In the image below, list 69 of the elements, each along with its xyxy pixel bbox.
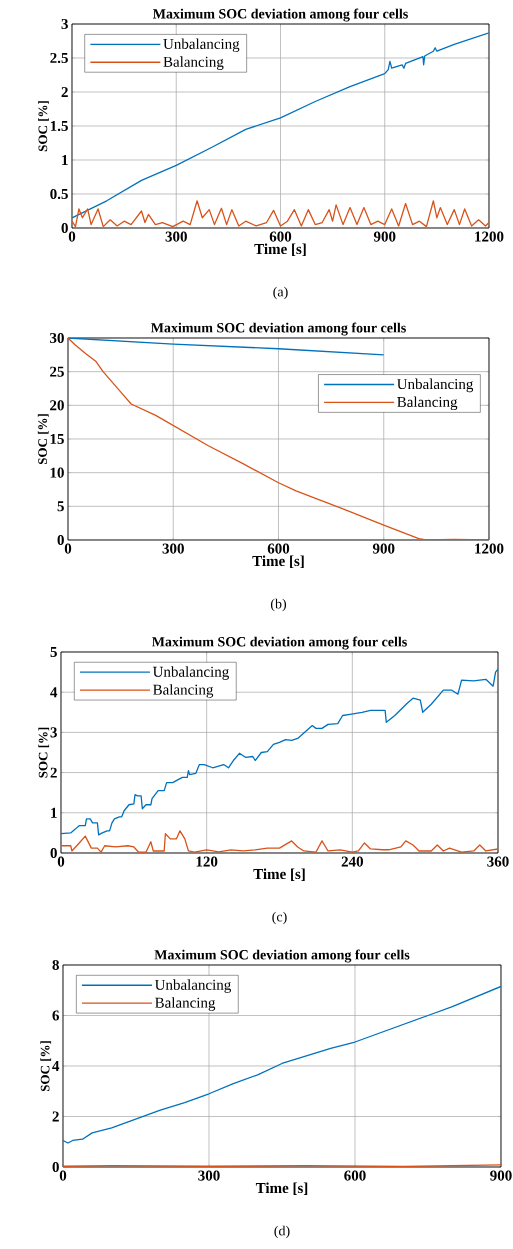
x-tick-label: 600 [344, 1170, 366, 1181]
y-tick-label: 0 [50, 847, 57, 859]
y-tick-label: 4 [52, 1061, 60, 1071]
x-tick-label: 0 [68, 231, 76, 242]
y-tick-label: 25 [50, 366, 64, 377]
chart-title: Maximum SOC deviation among four cells [152, 8, 408, 22]
text: (a) [273, 286, 288, 300]
text: (c) [272, 911, 287, 925]
y-tick-label: 1 [62, 155, 68, 165]
legend-label: Balancing [163, 56, 224, 70]
y-axis-title: SOC [%] [40, 1041, 52, 1092]
x-axis-title: Time [s] [252, 555, 304, 568]
y-tick-label: 3 [50, 727, 57, 738]
y-tick-label: 2 [61, 87, 68, 97]
line-series [72, 200, 489, 228]
x-tick-label: 600 [269, 231, 292, 242]
x-tick-label: 900 [372, 543, 395, 554]
y-tick-label: 5 [50, 647, 57, 657]
x-tick-label: 300 [165, 231, 187, 242]
legend-label: Balancing [397, 396, 458, 411]
y-tick-label: 2 [50, 767, 57, 778]
y-tick-label: 5 [57, 501, 64, 512]
legend-label: Balancing [153, 684, 214, 698]
chart-title: Maximum SOC deviation among four cells [151, 636, 407, 650]
legend-label: Unbalancing [163, 38, 240, 53]
y-tick-label: 2 [52, 1111, 59, 1122]
x-tick-label: 360 [487, 856, 509, 867]
y-tick-label: 0 [57, 534, 64, 546]
x-tick-label: 900 [373, 231, 396, 242]
x-tick-label: 900 [490, 1170, 512, 1181]
x-tick-label: 300 [162, 543, 184, 554]
y-tick-label: 1 [51, 807, 57, 818]
line-series [72, 32, 489, 219]
x-axis-title: Time [s] [254, 243, 306, 256]
line-series [68, 338, 385, 356]
x-tick-label: 1200 [475, 231, 504, 242]
y-tick-label: 0 [61, 222, 68, 234]
line-series [61, 668, 498, 836]
y-tick-label: 8 [52, 959, 59, 971]
text: (b) [270, 598, 287, 612]
y-tick-label: 6 [52, 1010, 60, 1021]
legend-label: Unbalancing [397, 378, 474, 393]
legend-label: Balancing [155, 997, 216, 1011]
chart-title: Maximum SOC deviation among four cells [154, 949, 410, 963]
y-tick-label: 30 [50, 332, 64, 344]
y-tick-label: 1.5 [50, 120, 68, 132]
y-tick-label: 3 [61, 18, 68, 30]
legend-label: Unbalancing [152, 666, 229, 680]
text: (d) [274, 1225, 290, 1239]
y-tick-label: 0 [52, 1161, 59, 1173]
y-tick-label: 15 [50, 433, 64, 445]
x-axis-title: Time [s] [255, 1182, 308, 1195]
x-tick-label: 600 [267, 543, 290, 554]
x-tick-label: 1200 [475, 543, 504, 554]
y-tick-label: 0.5 [50, 188, 68, 200]
y-tick-label: 2.5 [50, 52, 68, 64]
x-tick-label: 240 [341, 856, 364, 867]
y-axis-title: SOC [%] [38, 727, 50, 778]
x-tick-label: 120 [196, 856, 218, 867]
chart-title: Maximum SOC deviation among four cells [150, 322, 406, 336]
y-tick-label: 20 [50, 400, 64, 411]
y-tick-label: 10 [50, 467, 64, 478]
y-axis-title: SOC [%] [37, 414, 49, 465]
legend-label: Unbalancing [154, 979, 231, 993]
x-tick-label: 300 [198, 1170, 220, 1181]
y-tick-label: 4 [50, 687, 58, 698]
x-axis-title: Time [s] [253, 868, 305, 881]
y-axis-title: SOC [%] [38, 101, 49, 152]
line-series [61, 830, 498, 853]
